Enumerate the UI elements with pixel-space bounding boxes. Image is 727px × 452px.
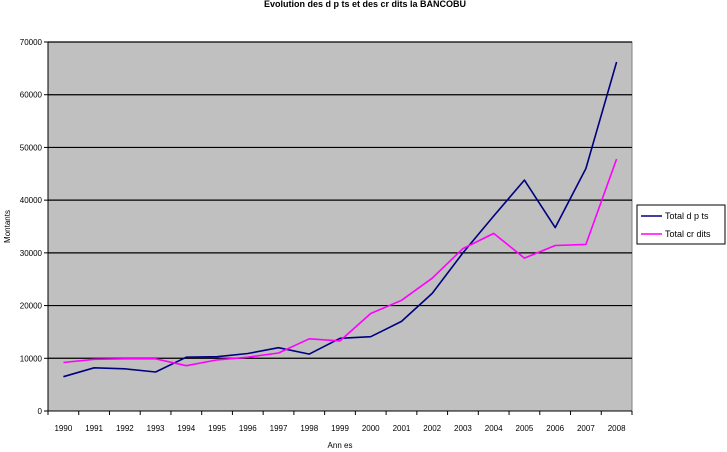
x-tick-label: 2001 — [393, 424, 411, 433]
series-line-1 — [63, 158, 618, 367]
chart-title: Evolution des d p ts et des cr dits la B… — [264, 0, 466, 9]
legend-label-deposits: Total d p ts — [665, 211, 709, 221]
x-tick-label: 1999 — [331, 424, 349, 433]
y-axis-label: Montants — [3, 210, 12, 243]
x-tick-label: 1997 — [270, 424, 288, 433]
x-tick-label: 2008 — [608, 424, 626, 433]
x-tick-label: 1994 — [177, 424, 195, 433]
legend-box — [636, 204, 726, 245]
x-tick-label: 2000 — [362, 424, 380, 433]
x-tick-label: 1992 — [116, 424, 134, 433]
x-tick-label: 1998 — [300, 424, 318, 433]
x-tick-label: 2007 — [577, 424, 595, 433]
y-tick-label: 10000 — [20, 354, 43, 363]
y-tick-label: 50000 — [20, 143, 43, 152]
x-tick-label: 2002 — [423, 424, 441, 433]
legend-label-credits: Total cr dits — [665, 229, 711, 239]
y-tick-label: 60000 — [20, 91, 43, 100]
x-tick-label: 2003 — [454, 424, 472, 433]
y-axis-ticks: 0 10000 20000 30000 40000 50000 60000 70000 — [20, 38, 49, 416]
gridlines — [48, 41, 632, 359]
x-tick-label: 1991 — [85, 424, 103, 433]
x-tick-label: 2005 — [516, 424, 534, 433]
x-tick-label: 2004 — [485, 424, 503, 433]
x-tick-label: 1993 — [147, 424, 165, 433]
y-tick-label: 0 — [38, 407, 43, 416]
series-lines — [63, 61, 618, 378]
x-axis-label: Ann es — [328, 441, 353, 450]
series-line-0 — [63, 61, 618, 378]
plot-area — [47, 41, 633, 412]
x-tick-label: 1990 — [54, 424, 72, 433]
x-tick-label: 2006 — [546, 424, 564, 433]
x-axis-ticks: 1990 1991 1992 1993 1994 1995 1996 1997 1998 1999… — [47, 410, 633, 433]
x-tick-label: 1995 — [208, 424, 226, 433]
y-tick-label: 70000 — [20, 38, 43, 47]
y-tick-label: 30000 — [20, 249, 43, 258]
y-tick-label: 40000 — [20, 196, 43, 205]
legend: Total d p ts Total cr dits — [636, 204, 726, 245]
x-tick-label: 1996 — [239, 424, 257, 433]
y-tick-label: 20000 — [20, 302, 43, 311]
